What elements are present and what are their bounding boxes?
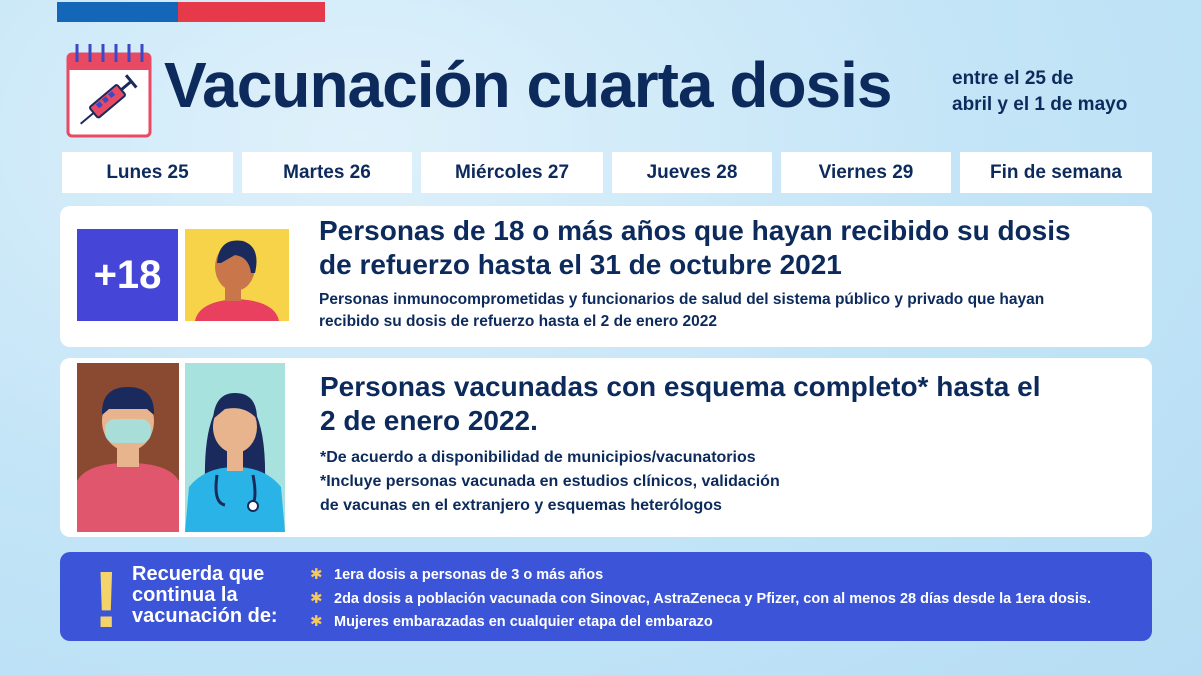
day-wednesday: Miércoles 27	[421, 152, 603, 193]
masked-person-illustration	[77, 363, 179, 532]
person-illustration	[185, 229, 289, 321]
day-monday: Lunes 25	[62, 152, 233, 193]
star-icon: ✱	[310, 566, 323, 583]
star-icon: ✱	[310, 613, 323, 630]
card2-heading: Personas vacunadas con esquema completo*…	[320, 371, 1041, 436]
day-weekend: Fin de semana	[960, 152, 1152, 193]
page-title: Vacunación cuarta dosis	[164, 49, 892, 121]
day-friday: Viernes 29	[781, 152, 951, 193]
banner-item: 2da dosis a población vacunada con Sinov…	[334, 591, 1091, 607]
card-18-plus: +18 Personas de 18 o más años que hayan …	[60, 206, 1152, 347]
card1-subtext: Personas inmunocomprometidas y funcionar…	[319, 291, 1045, 330]
nurse-illustration	[185, 363, 285, 532]
banner-item: 1era dosis a personas de 3 o más años	[334, 567, 604, 583]
date-range: entre el 25 de abril y el 1 de mayo	[952, 68, 1128, 115]
day-thursday: Jueves 28	[612, 152, 772, 193]
age-badge: +18	[77, 229, 178, 321]
day-tuesday: Martes 26	[242, 152, 412, 193]
card1-heading: Personas de 18 o más años que hayan reci…	[319, 215, 1071, 280]
calendar-syringe-icon	[66, 44, 152, 138]
banner-label: Recuerda que continua la vacunación de:	[132, 563, 278, 627]
banner-item: Mujeres embarazadas en cualquier etapa d…	[334, 614, 713, 630]
flag-stripe-blue	[57, 2, 178, 22]
exclamation-icon: !	[93, 555, 120, 644]
flag-stripe-red	[178, 2, 325, 22]
card2-notes: *De acuerdo a disponibilidad de municipi…	[320, 449, 780, 514]
reminder-banner: ! Recuerda que continua la vacunación de: …	[60, 552, 1152, 641]
star-icon: ✱	[310, 590, 323, 607]
card-complete-scheme: Personas vacunadas con esquema completo*…	[60, 358, 1152, 537]
